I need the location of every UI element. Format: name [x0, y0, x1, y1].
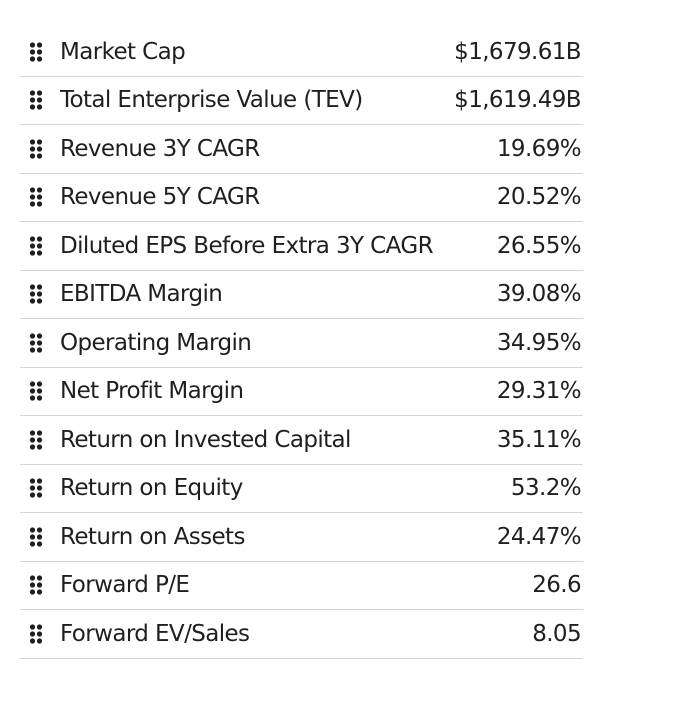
metric-label: Forward P/E	[60, 572, 190, 599]
metric-row-revenue-3y-cagr[interactable]: Revenue 3Y CAGR 19.69%	[20, 125, 583, 174]
metric-label: Net Profit Margin	[60, 378, 244, 405]
metric-label: Total Enterprise Value (TEV)	[60, 87, 363, 114]
drag-handle-icon[interactable]	[29, 527, 43, 547]
metric-label: Operating Margin	[60, 329, 252, 356]
metric-label: Return on Invested Capital	[60, 426, 351, 453]
drag-handle-icon[interactable]	[29, 381, 43, 401]
metric-row-forward-ev-sales[interactable]: Forward EV/Sales 8.05	[20, 610, 583, 659]
metric-label: Revenue 3Y CAGR	[60, 135, 260, 162]
metric-row-revenue-5y-cagr[interactable]: Revenue 5Y CAGR 20.52%	[20, 174, 583, 222]
drag-handle-icon[interactable]	[29, 139, 43, 159]
metric-label: Forward EV/Sales	[60, 620, 250, 647]
metric-value: 24.47%	[496, 523, 582, 550]
metric-label: Revenue 5Y CAGR	[60, 184, 260, 211]
metric-label: Return on Equity	[60, 475, 243, 502]
metric-row-roe[interactable]: Return on Equity 53.2%	[20, 465, 583, 513]
drag-handle-icon[interactable]	[29, 624, 43, 644]
metric-label: Market Cap	[60, 38, 186, 65]
metric-label: EBITDA Margin	[60, 281, 223, 308]
metric-value: $1,679.61B	[454, 38, 581, 65]
metric-row-roa[interactable]: Return on Assets 24.47%	[20, 513, 583, 562]
metric-value: 34.95%	[496, 329, 582, 356]
drag-handle-icon[interactable]	[29, 236, 43, 256]
metric-value: 29.31%	[496, 378, 582, 405]
metric-value: 26.6	[532, 572, 581, 599]
metric-row-operating-margin[interactable]: Operating Margin 34.95%	[20, 319, 583, 368]
drag-handle-icon[interactable]	[29, 478, 43, 498]
metric-value: 53.2%	[510, 475, 582, 502]
drag-handle-icon[interactable]	[29, 90, 43, 110]
metric-value: 8.05	[532, 620, 581, 647]
metric-row-net-profit-margin[interactable]: Net Profit Margin 29.31%	[20, 368, 583, 416]
drag-handle-icon[interactable]	[29, 575, 43, 595]
metric-value: 39.08%	[496, 281, 582, 308]
drag-handle-icon[interactable]	[29, 42, 43, 62]
metric-row-forward-pe[interactable]: Forward P/E 26.6	[20, 562, 583, 610]
metric-value: $1,619.49B	[454, 87, 581, 114]
metric-value: 35.11%	[496, 426, 582, 453]
metric-row-market-cap[interactable]: Market Cap $1,679.61B	[20, 28, 583, 77]
drag-handle-icon[interactable]	[29, 430, 43, 450]
drag-handle-icon[interactable]	[29, 284, 43, 304]
metric-row-ebitda-margin[interactable]: EBITDA Margin 39.08%	[20, 271, 583, 319]
metric-value: 19.69%	[496, 135, 582, 162]
drag-handle-icon[interactable]	[29, 187, 43, 207]
metric-row-roic[interactable]: Return on Invested Capital 35.11%	[20, 416, 583, 465]
metric-row-tev[interactable]: Total Enterprise Value (TEV) $1,619.49B	[20, 77, 583, 125]
metric-label: Diluted EPS Before Extra 3Y CAGR	[60, 232, 434, 259]
metrics-list: Market Cap $1,679.61B Total Enterprise V…	[20, 28, 583, 659]
metric-label: Return on Assets	[60, 523, 245, 550]
metric-value: 20.52%	[496, 184, 582, 211]
metric-value: 26.55%	[496, 232, 582, 259]
metric-row-diluted-eps-3y-cagr[interactable]: Diluted EPS Before Extra 3Y CAGR 26.55%	[20, 222, 583, 271]
drag-handle-icon[interactable]	[29, 333, 43, 353]
